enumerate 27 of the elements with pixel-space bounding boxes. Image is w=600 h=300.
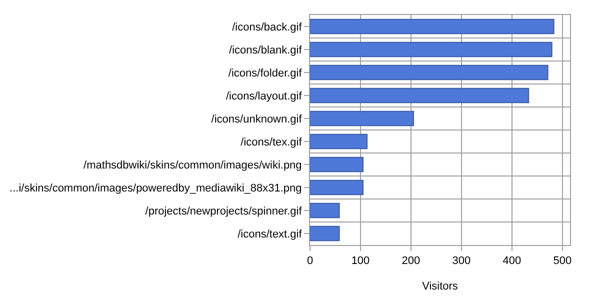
y-tick-label: /mathsdbwiki/skins/common/images/wiki.png	[84, 159, 302, 172]
x-tick-label: 500	[553, 255, 572, 268]
bar	[310, 110, 414, 126]
bar	[310, 134, 368, 150]
bar	[310, 64, 548, 80]
y-tick-label: /icons/text.gif	[238, 228, 303, 240]
x-axis-title: Visitors	[422, 280, 458, 292]
bar	[310, 202, 340, 218]
y-tick-label: ...i/skins/common/images/poweredby_mediawiki_88x31.png	[10, 182, 302, 194]
x-tick-label: 0	[306, 255, 314, 268]
y-tick-label: /icons/tex.gif	[240, 136, 303, 148]
y-tick-label: /icons/back.gif	[232, 21, 303, 34]
y-tick-label: /icons/blank.gif	[229, 44, 303, 56]
bar	[310, 42, 552, 58]
bar	[310, 88, 530, 104]
x-tick-label: 100	[351, 255, 370, 268]
y-tick-label: /icons/folder.gif	[228, 67, 303, 80]
bar	[310, 226, 340, 242]
y-tick-label: /projects/newprojects/spinner.gif	[145, 205, 303, 218]
y-tick-label: /icons/layout.gif	[226, 90, 303, 102]
x-tick-label: 400	[502, 255, 522, 268]
x-tick-label: 300	[452, 255, 471, 268]
y-tick-label: /icons/unknown.gif	[211, 113, 303, 126]
bar	[310, 156, 364, 172]
x-tick-label: 200	[402, 255, 420, 268]
bar	[310, 180, 364, 196]
bar	[310, 18, 554, 34]
